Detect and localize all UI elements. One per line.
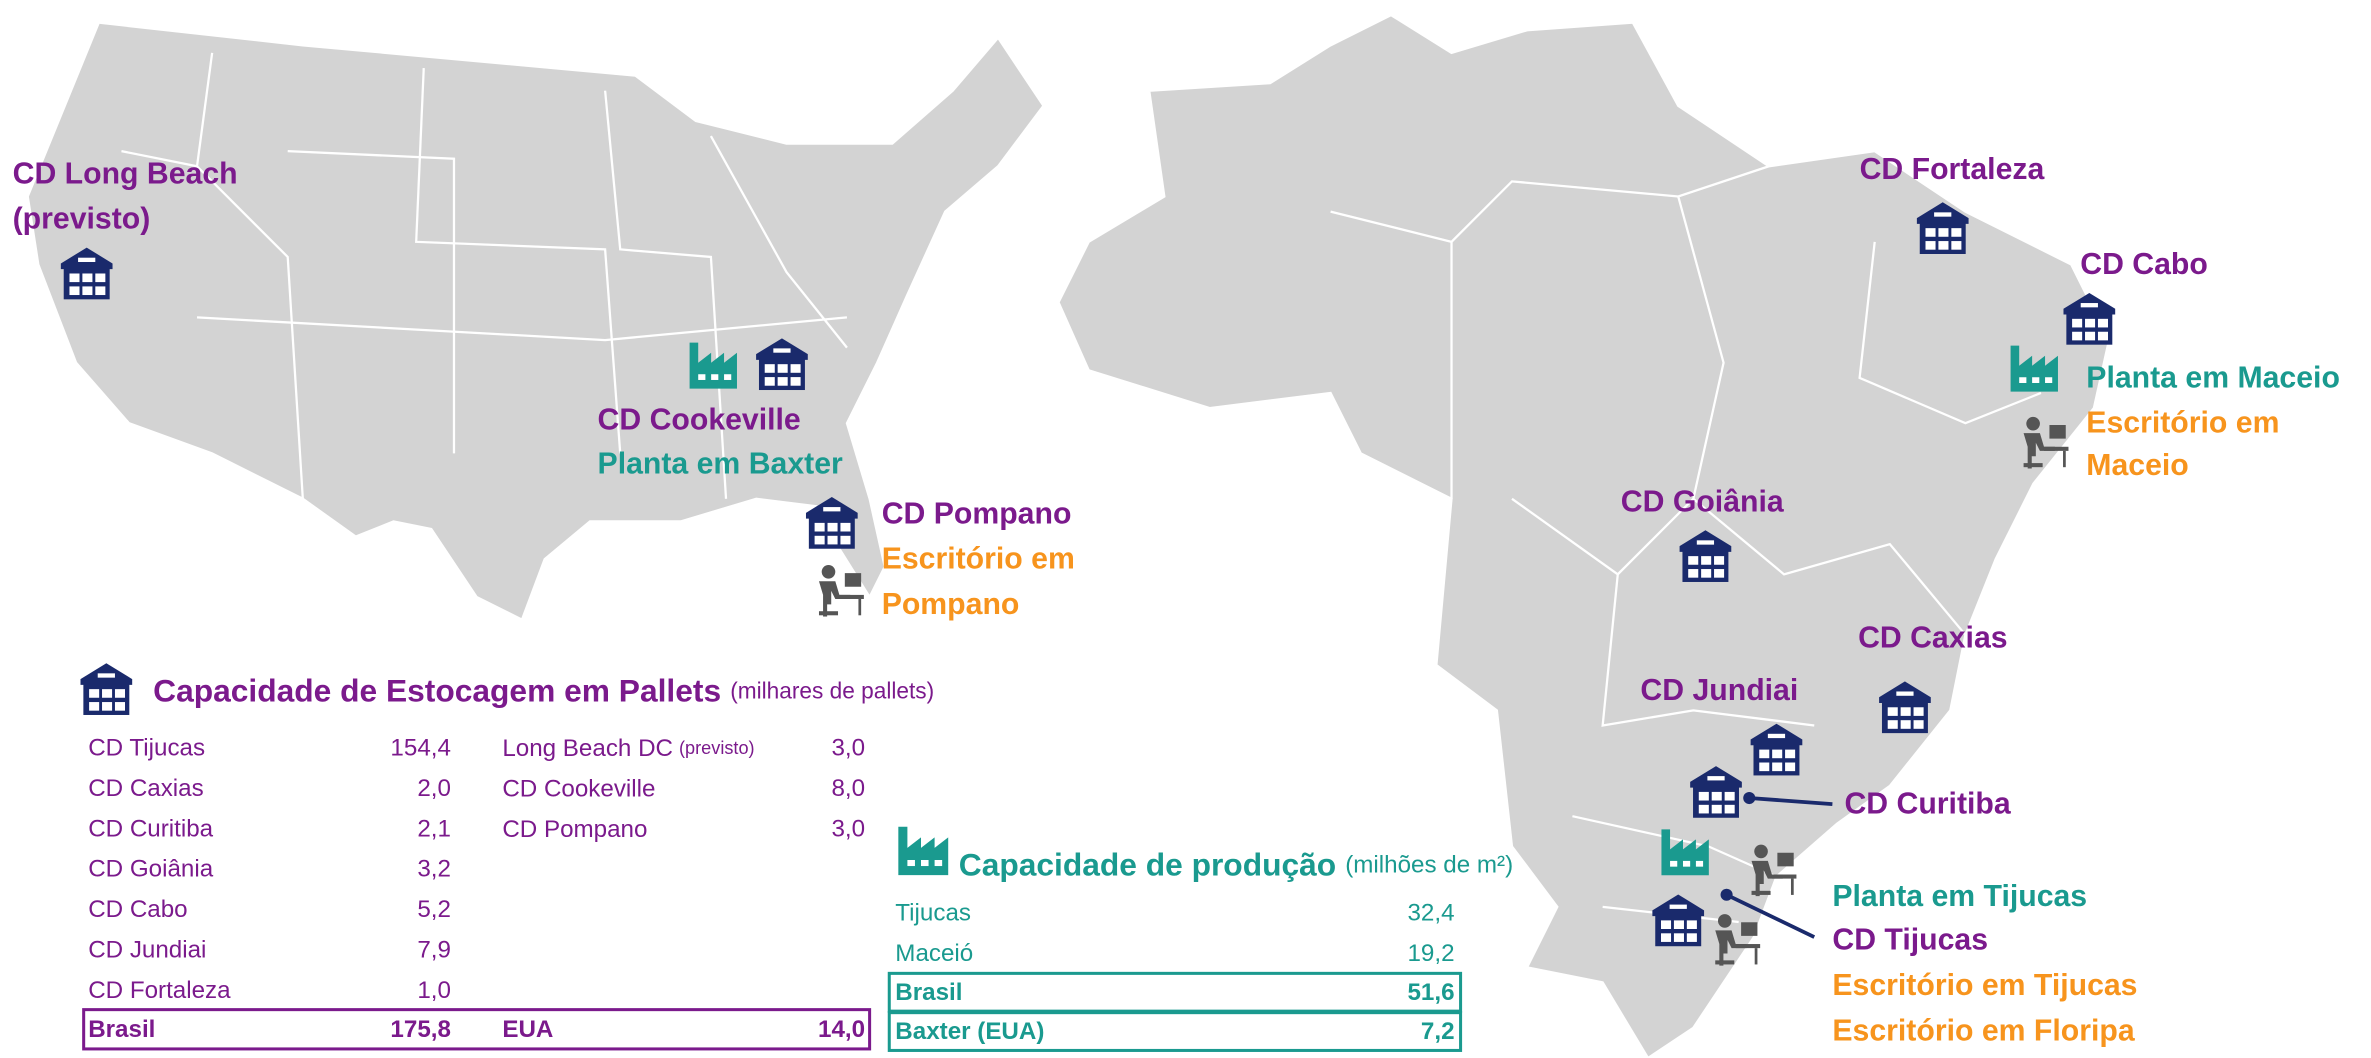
row-value: 14,0 [818, 1016, 865, 1043]
row-value: 175,8 [390, 1016, 451, 1043]
label: CD Pompano [882, 497, 1072, 530]
label: Escritório em Tijucas [1832, 969, 2137, 1002]
warehouse-icon [80, 663, 133, 715]
map-labels: CD Long Beach (previsto) CD Cookeville P… [13, 153, 2340, 1048]
row-name: Tijucas [895, 899, 971, 926]
name: CD Cookeville [502, 775, 655, 802]
row-name: Long Beach DC (previsto) [502, 735, 754, 762]
row-value: 3,0 [831, 815, 865, 842]
row-name: Brasil [88, 1016, 155, 1043]
name: Long Beach DC [502, 735, 673, 762]
label: Pompano [882, 588, 1020, 621]
row-name: CD Caxias [88, 775, 204, 802]
row-value: 154,4 [390, 735, 451, 762]
row-name: Maceió [895, 940, 973, 967]
total-box [82, 1008, 872, 1051]
label: CD Long Beach [13, 157, 238, 190]
row-value: 3,0 [831, 735, 865, 762]
row-name: Brasil [895, 979, 962, 1006]
row-value: 19,2 [1407, 940, 1454, 967]
row-value: 7,9 [417, 936, 451, 963]
unit: (milhões de m²) [1345, 851, 1513, 878]
label: CD Goiânia [1621, 485, 1784, 518]
row-value: 2,0 [417, 775, 451, 802]
total-box [887, 1011, 1463, 1052]
label: CD Fortaleza [1860, 153, 2045, 186]
table-title: Capacidade de produção (milhões de m²) [959, 847, 1513, 883]
label: Escritório em [882, 543, 1075, 576]
label: Escritório em [2086, 407, 2279, 440]
row-value: 5,2 [417, 896, 451, 923]
row-name: CD Jundiai [88, 936, 206, 963]
row-value: 51,6 [1407, 979, 1454, 1006]
label: CD Cabo [2080, 248, 2208, 281]
label: Escritório em Floripa [1832, 1014, 2134, 1047]
row-name: CD Goiânia [88, 856, 213, 883]
connector-dot [1720, 888, 1733, 901]
row-name: EUA [502, 1016, 553, 1043]
label: Planta em Maceio [2086, 361, 2340, 394]
unit: (milhares de pallets) [730, 678, 934, 704]
label: CD Caxias [1858, 621, 2008, 654]
row-value: 32,4 [1407, 899, 1454, 926]
row-name: Baxter (EUA) [895, 1018, 1044, 1045]
label: Planta em Baxter [598, 448, 843, 481]
row-value: 7,2 [1421, 1018, 1455, 1045]
table-title: Capacidade de Estocagem em Pallets (milha… [153, 673, 934, 709]
connector-dot [1743, 791, 1756, 805]
row-name: CD Curitiba [88, 815, 213, 842]
label: CD Cookeville [598, 404, 801, 437]
label: CD Curitiba [1844, 788, 2010, 821]
total-box [887, 971, 1463, 1013]
connector [1725, 893, 1816, 939]
title: Capacidade de produção [959, 847, 1336, 883]
title: Capacidade de Estocagem em Pallets [153, 673, 721, 709]
label: CD Jundiai [1640, 674, 1798, 707]
row-value: 1,0 [417, 977, 451, 1004]
label: Maceio [2086, 449, 2188, 482]
row-name: CD Cookeville [502, 775, 655, 802]
note: (previsto) [679, 738, 755, 758]
label: CD Tijucas [1832, 924, 1988, 957]
connector [1749, 796, 1833, 806]
row-name: CD Tijucas [88, 735, 205, 762]
label: Planta em Tijucas [1832, 880, 2087, 913]
row-value: 8,0 [831, 775, 865, 802]
icons [60, 202, 2116, 966]
row-value: 2,1 [417, 815, 451, 842]
factory-icon [898, 826, 949, 876]
row-name: CD Cabo [88, 896, 187, 923]
row-value: 3,2 [417, 856, 451, 883]
label: (previsto) [13, 203, 151, 236]
name: CD Pompano [502, 815, 647, 842]
row-name: CD Pompano [502, 815, 647, 842]
row-name: CD Fortaleza [88, 977, 231, 1004]
